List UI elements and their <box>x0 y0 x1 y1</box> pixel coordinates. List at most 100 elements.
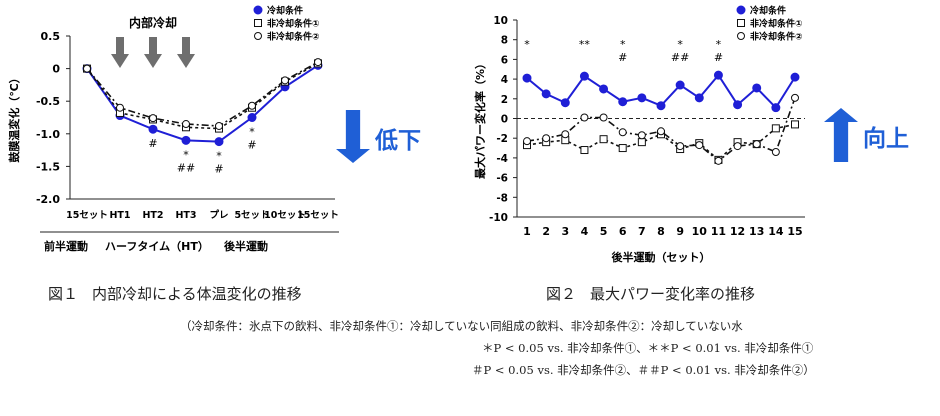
significance-mark: * <box>620 38 626 51</box>
x-group-label: 前半運動 <box>44 239 88 253</box>
x-tick-label: 11 <box>711 225 726 238</box>
figure-2-caption: 図２ 最大パワー変化率の推移 <box>546 283 755 304</box>
data-point <box>637 138 646 147</box>
legend-label: 非冷却条件② <box>267 31 320 43</box>
data-point <box>771 124 780 133</box>
significance-mark: # <box>148 137 157 150</box>
significance-mark: ## <box>671 51 689 64</box>
data-point <box>637 131 646 140</box>
figure-1-caption: 図１ 内部冷却による体温変化の推移 <box>48 283 302 304</box>
series-line <box>86 64 319 143</box>
data-point <box>675 80 685 90</box>
significance-mark: # <box>618 51 627 64</box>
legend-marker <box>737 19 745 27</box>
data-point <box>714 156 723 165</box>
significance-mark: # <box>247 139 256 152</box>
x-tick-label: HT3 <box>175 210 196 221</box>
significance-note-hash: ＃P < 0.05 vs. 非冷却条件②、＃＃P < 0.01 vs. 非冷却条… <box>472 363 815 377</box>
x-tick-label: 5 <box>600 225 608 238</box>
data-point <box>214 137 224 147</box>
x-tick-label: 3 <box>561 225 569 238</box>
conditions-note: （冷却条件：氷点下の飲料、非冷却条件①：冷却していない同組成の飲料、非冷却条件②… <box>180 319 743 333</box>
data-point <box>771 103 781 113</box>
data-point <box>733 142 742 151</box>
x-tick-label: HT2 <box>142 210 163 221</box>
data-point <box>116 103 124 112</box>
series-line <box>526 123 796 161</box>
x-tick-label: 15 <box>787 225 802 238</box>
legend-label: 非冷却条件② <box>750 31 803 43</box>
series-group <box>83 58 322 130</box>
data-point <box>694 93 704 103</box>
x-tick-label: 5セット <box>234 210 269 221</box>
legend-label: 冷却条件 <box>267 5 303 17</box>
significance-mark: * <box>249 126 255 139</box>
y-tick-label: -10 <box>489 212 508 224</box>
data-point <box>560 98 570 108</box>
data-point <box>695 141 704 150</box>
y-tick-label: -1.0 <box>36 128 60 141</box>
data-point <box>752 83 762 93</box>
figure-1-number: 図１ <box>48 285 79 303</box>
data-point <box>790 72 800 82</box>
data-point <box>656 101 666 111</box>
data-point <box>733 100 743 110</box>
y-tick-label: -1.5 <box>36 160 60 173</box>
legend-label: 非冷却条件① <box>750 18 803 30</box>
x-tick-label: 2 <box>542 225 550 238</box>
data-point <box>149 114 157 123</box>
data-point <box>580 146 589 155</box>
data-point <box>522 73 532 83</box>
cooling-arrow-icon <box>111 37 129 68</box>
series-group <box>523 93 799 165</box>
data-point <box>314 58 322 67</box>
data-point <box>83 64 91 73</box>
significance-mark: * <box>716 38 722 51</box>
significance-mark: * <box>524 38 530 51</box>
x-tick-label: 1 <box>523 225 531 238</box>
data-point <box>579 71 589 81</box>
data-point <box>657 127 665 136</box>
x-tick-label: 10 <box>692 225 708 238</box>
x-tick-label: 7 <box>638 225 646 238</box>
x-tick-label: 15セット <box>297 210 339 221</box>
decrease-label: 低下 <box>374 128 421 154</box>
x-tick-label: 9 <box>676 225 684 238</box>
x-tick-label: 15セット <box>66 210 108 221</box>
data-point <box>561 130 570 139</box>
cooling-arrow-icon <box>177 37 195 68</box>
x-tick-label: プレ <box>209 209 228 221</box>
data-point <box>599 135 608 144</box>
figure-2-max-power-chart: 10 8 6 4 2 0 -2 -4 -6 -8 -10 最大パワー変化率（%） 1 2 3 4 5 6 7 8 9 10… <box>470 0 940 280</box>
figure-1-body-temperature-chart: 0.5 0 -0.5 -1.0 -1.5 -2.0 鼓膜温変化（℃） 15セット HT1 HT2 H… <box>0 0 470 280</box>
y-tick-label: 0 <box>501 114 508 126</box>
y-tick-label: -2 <box>496 133 508 145</box>
data-point <box>676 142 685 151</box>
y-axis-label: 最大パワー変化率（%） <box>473 58 487 179</box>
series-group <box>522 70 800 113</box>
y-tick-label: 6 <box>501 54 508 66</box>
series-line <box>86 62 319 130</box>
data-point <box>215 121 223 130</box>
increase-label: 向上 <box>863 125 909 152</box>
x-tick-label: 14 <box>768 225 784 238</box>
cooling-arrow-icon <box>144 37 162 68</box>
data-point <box>247 113 257 122</box>
significance-mark: # <box>714 51 723 64</box>
y-tick-label: 4 <box>501 74 508 86</box>
y-tick-label: -2.0 <box>36 193 60 206</box>
x-tick-label: 12 <box>730 225 745 238</box>
significance-mark: * <box>677 38 683 51</box>
data-point <box>580 113 589 122</box>
data-point <box>248 101 256 110</box>
y-tick-label: 0.5 <box>41 30 61 43</box>
data-point <box>181 135 191 145</box>
data-point <box>541 89 551 99</box>
data-point <box>713 70 723 80</box>
data-point <box>523 137 531 146</box>
data-point <box>752 140 761 149</box>
